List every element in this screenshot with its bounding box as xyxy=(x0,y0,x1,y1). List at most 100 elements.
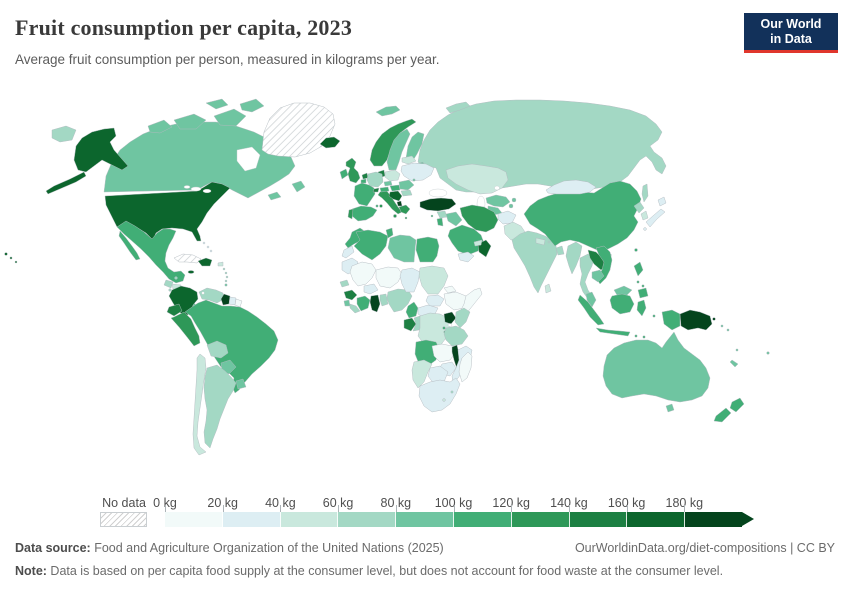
country-uae[interactable] xyxy=(473,239,483,247)
country-north-korea[interactable] xyxy=(633,201,645,214)
country-uk[interactable] xyxy=(345,157,361,184)
country-bhutan[interactable] xyxy=(547,240,551,244)
legend-no-data-swatch[interactable] xyxy=(100,512,147,527)
country-papua-new-guinea[interactable] xyxy=(679,309,713,331)
country-venezuela[interactable] xyxy=(198,287,225,304)
country-russia-chukotka[interactable] xyxy=(51,125,77,143)
country-russia-sakhalin[interactable] xyxy=(641,183,649,203)
country-french-guiana[interactable] xyxy=(234,298,243,308)
country-myanmar[interactable] xyxy=(565,241,583,275)
country-poland[interactable] xyxy=(384,169,401,182)
country-drc[interactable] xyxy=(417,312,451,349)
country-lesser-antilles1[interactable] xyxy=(222,267,226,271)
country-indonesia-sunda1[interactable] xyxy=(634,334,638,338)
country-usa-hawaii2[interactable] xyxy=(9,256,13,260)
country-ireland[interactable] xyxy=(339,168,349,180)
legend-cell[interactable] xyxy=(453,512,512,527)
legend-cell[interactable] xyxy=(627,512,686,527)
country-usa-alaska[interactable] xyxy=(73,127,129,173)
legend-cell[interactable] xyxy=(685,512,742,527)
country-usa-aleutians[interactable] xyxy=(45,171,87,195)
country-usa-hawaii3[interactable] xyxy=(14,260,18,264)
country-burkina-faso[interactable] xyxy=(363,283,379,295)
country-argentina[interactable] xyxy=(203,364,237,449)
country-kyrgyzstan[interactable] xyxy=(511,197,517,203)
country-albania[interactable] xyxy=(396,200,403,207)
country-cuba[interactable] xyxy=(173,253,202,264)
country-switzerland[interactable] xyxy=(372,187,380,193)
country-gabon[interactable] xyxy=(403,317,417,332)
country-ukraine[interactable] xyxy=(400,162,435,182)
country-germany[interactable] xyxy=(366,171,384,188)
country-madagascar[interactable] xyxy=(458,351,473,383)
country-france[interactable] xyxy=(353,182,376,207)
country-south-africa[interactable] xyxy=(418,377,461,413)
country-philippines-visayas1[interactable] xyxy=(636,280,640,284)
country-brazil[interactable] xyxy=(184,299,279,394)
country-sri-lanka[interactable] xyxy=(544,283,552,294)
country-indonesia-sumatra[interactable] xyxy=(577,294,605,326)
country-mexico[interactable] xyxy=(116,220,186,284)
country-bolivia[interactable] xyxy=(206,340,229,359)
country-cameroon[interactable] xyxy=(405,301,419,319)
country-japan-honshu[interactable] xyxy=(645,208,666,228)
country-fiji[interactable] xyxy=(766,351,770,355)
country-japan-kyushu[interactable] xyxy=(643,227,647,231)
footer-attribution-link[interactable]: OurWorldinData.org/diet-compositions | C… xyxy=(574,541,835,555)
country-namibia[interactable] xyxy=(411,359,433,389)
country-greece[interactable] xyxy=(398,204,411,215)
country-greenland[interactable] xyxy=(261,102,336,158)
country-trinidad[interactable] xyxy=(224,283,228,287)
country-indonesia-maluku[interactable] xyxy=(652,314,656,318)
country-libya[interactable] xyxy=(387,234,417,263)
country-nepal[interactable] xyxy=(535,237,546,246)
country-tajikistan[interactable] xyxy=(508,203,514,209)
country-greece-crete[interactable] xyxy=(404,216,408,220)
country-egypt[interactable] xyxy=(415,236,440,263)
country-vanuatu[interactable] xyxy=(735,348,739,352)
country-svalbard[interactable] xyxy=(375,105,401,117)
country-italy-sardinia[interactable] xyxy=(379,204,383,208)
country-ecuador[interactable] xyxy=(166,303,183,317)
country-mexico-baja[interactable] xyxy=(118,230,141,261)
country-malaysia-borneo[interactable] xyxy=(613,285,633,297)
country-australia-tasmania[interactable] xyxy=(665,403,675,413)
country-philippines-mindanao[interactable] xyxy=(637,287,649,299)
country-bulgaria[interactable] xyxy=(400,189,413,197)
country-guinea[interactable] xyxy=(343,289,358,301)
country-indonesia-sunda2[interactable] xyxy=(642,335,646,339)
country-lesser-antilles4[interactable] xyxy=(224,279,228,283)
country-indonesia-sulawesi[interactable] xyxy=(636,299,647,317)
country-canada-ellesmere[interactable] xyxy=(239,98,265,113)
country-uruguay[interactable] xyxy=(235,378,247,390)
country-el-salvador[interactable] xyxy=(168,288,172,292)
country-chile[interactable] xyxy=(192,353,207,456)
country-new-zealand-north[interactable] xyxy=(729,397,745,413)
country-italy-sicily[interactable] xyxy=(393,214,397,218)
country-turkey[interactable] xyxy=(419,197,457,212)
country-india[interactable] xyxy=(511,230,558,294)
country-indonesia-papua[interactable] xyxy=(661,309,681,331)
country-sierra-leone[interactable] xyxy=(343,299,351,307)
country-western-sahara[interactable] xyxy=(341,245,355,259)
legend-cell[interactable] xyxy=(222,512,281,527)
country-ivory-coast[interactable] xyxy=(356,295,371,312)
country-belarus[interactable] xyxy=(401,155,417,165)
country-israel-jordan[interactable] xyxy=(436,217,444,227)
country-mali[interactable] xyxy=(349,261,377,287)
country-chad[interactable] xyxy=(399,267,421,293)
country-philippines-luzon[interactable] xyxy=(633,261,644,277)
country-moldova[interactable] xyxy=(412,178,416,182)
legend-cell[interactable] xyxy=(165,512,223,527)
country-new-zealand-south[interactable] xyxy=(713,407,732,423)
country-australia[interactable] xyxy=(602,331,711,403)
legend-cell[interactable] xyxy=(511,512,570,527)
country-kazakhstan[interactable] xyxy=(445,163,509,195)
country-guatemala[interactable] xyxy=(163,279,174,289)
country-peru[interactable] xyxy=(170,311,201,347)
country-japan-hokkaido[interactable] xyxy=(657,196,667,207)
country-portugal[interactable] xyxy=(347,208,354,220)
country-philippines-visayas2[interactable] xyxy=(641,284,645,288)
country-saudi-arabia[interactable] xyxy=(447,224,485,256)
country-senegal[interactable] xyxy=(339,279,350,288)
